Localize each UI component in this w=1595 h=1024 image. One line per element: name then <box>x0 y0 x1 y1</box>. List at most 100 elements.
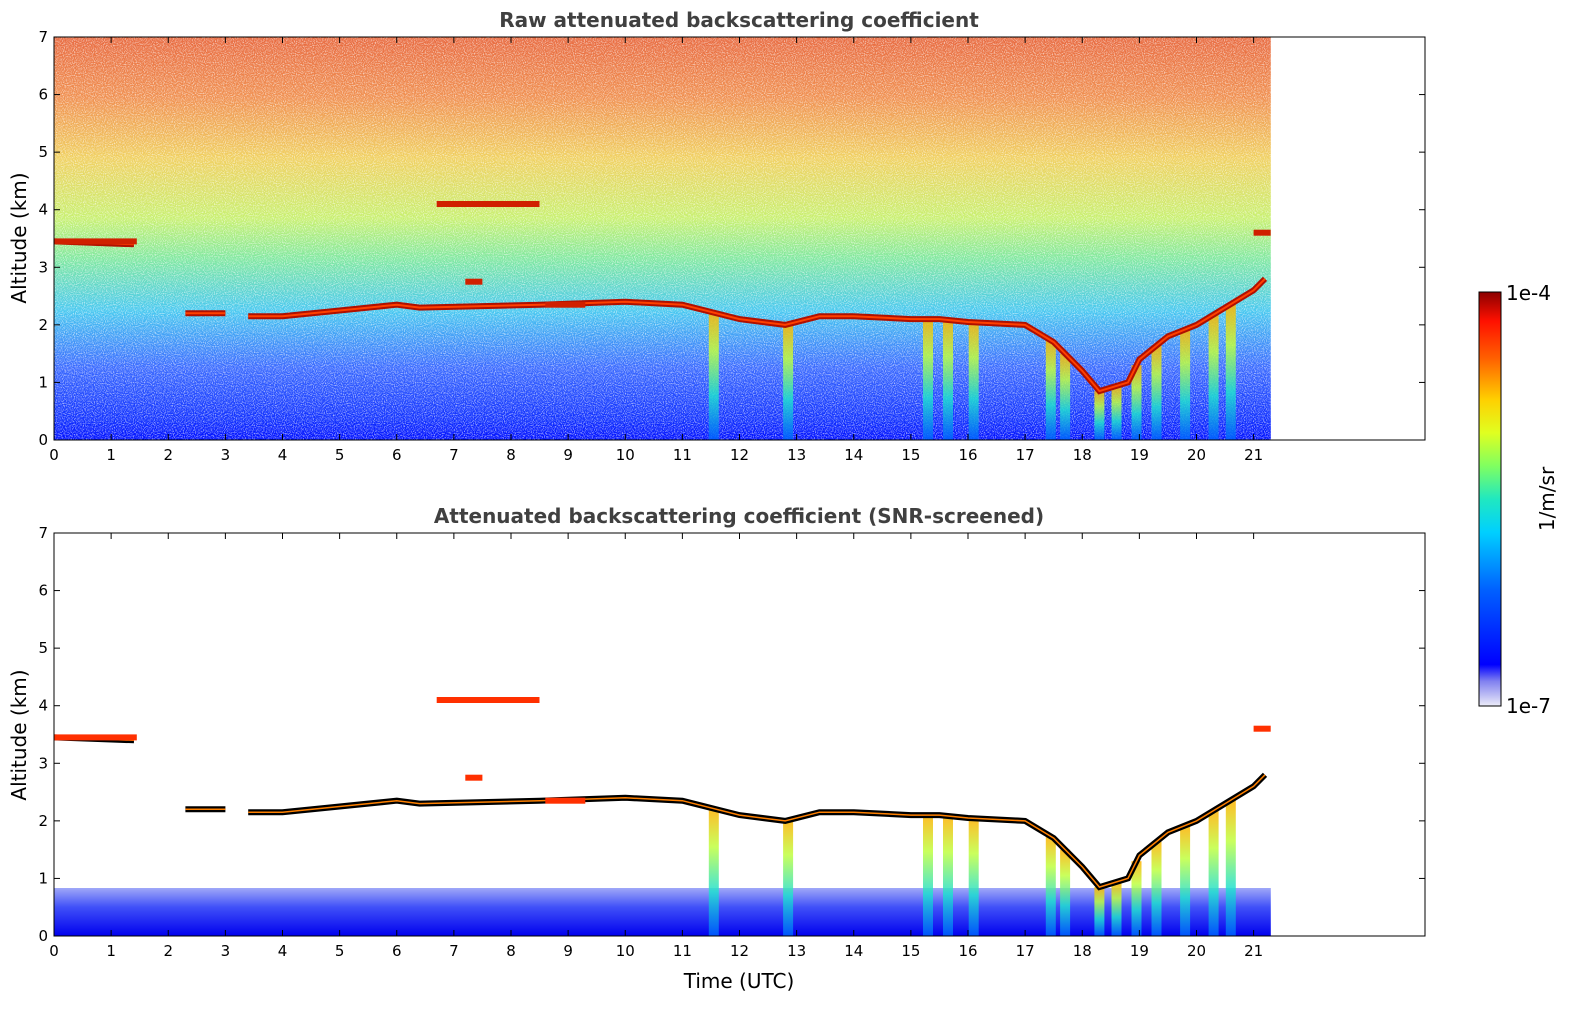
y-tick-label: 0 <box>38 431 48 449</box>
x-tick-label: 0 <box>49 446 59 464</box>
axes: 0 1 2 3 4 5 6 7 8 9 10 11 12 13 14 15 16 17 18 19 20 21012345… <box>38 524 1425 960</box>
y-tick-label: 5 <box>38 143 48 161</box>
precip-streak <box>1045 340 1056 440</box>
y-tick-label: 7 <box>38 28 48 46</box>
precip-streaks <box>708 304 1236 440</box>
y-tick-label: 7 <box>38 524 48 542</box>
x-tick-label: 15 <box>901 446 920 464</box>
y-axis-title: Altitude (km) <box>7 172 31 303</box>
x-tick-label: 19 <box>1130 942 1149 960</box>
precip-streak <box>1094 887 1105 936</box>
precip-streak <box>708 312 719 440</box>
x-tick-label: 12 <box>730 446 749 464</box>
x-tick-label: 21 <box>1244 942 1263 960</box>
colorbar-min-label: 1e-7 <box>1506 694 1551 718</box>
cloud-patch <box>54 238 137 245</box>
precip-streak <box>1045 836 1056 936</box>
panel-raw: Raw attenuated backscattering coefficien… <box>7 8 1426 464</box>
x-tick-label: 11 <box>673 446 692 464</box>
x-tick-label: 2 <box>163 942 173 960</box>
x-tick-label: 15 <box>901 942 920 960</box>
y-tick-label: 6 <box>38 86 48 104</box>
x-tick-label: 8 <box>506 942 516 960</box>
x-axis-title: Time (UTC) <box>683 969 795 993</box>
x-tick-label: 9 <box>563 942 573 960</box>
y-tick-label: 2 <box>38 316 48 334</box>
cloud-patch <box>1253 229 1271 236</box>
x-tick-label: 0 <box>49 942 59 960</box>
x-tick-label: 7 <box>449 446 459 464</box>
precip-streak <box>1180 825 1191 936</box>
cloud-patch <box>545 797 586 804</box>
x-tick-label: 12 <box>730 942 749 960</box>
precip-streak <box>1208 314 1219 440</box>
x-tick-label: 3 <box>221 942 231 960</box>
x-tick-label: 7 <box>449 942 459 960</box>
precip-streak <box>1180 329 1191 440</box>
x-tick-label: 2 <box>163 446 173 464</box>
y-tick-label: 4 <box>38 697 48 715</box>
x-tick-label: 14 <box>844 446 863 464</box>
y-tick-label: 3 <box>38 754 48 772</box>
x-tick-label: 8 <box>506 446 516 464</box>
y-tick-label: 6 <box>38 582 48 600</box>
precip-streak <box>1094 391 1105 440</box>
x-tick-label: 1 <box>106 446 116 464</box>
precip-streak <box>943 816 953 936</box>
precip-streak <box>1208 810 1219 936</box>
precip-streak <box>1151 841 1162 936</box>
precip-streak <box>708 808 719 936</box>
x-tick-label: 5 <box>335 446 345 464</box>
x-tick-label: 16 <box>958 942 977 960</box>
precip-streak <box>1111 385 1122 440</box>
precip-streak <box>968 322 979 440</box>
x-tick-label: 21 <box>1244 446 1263 464</box>
precip-streak <box>1060 353 1071 440</box>
x-tick-label: 18 <box>1073 446 1092 464</box>
cloud-layer <box>54 734 1268 891</box>
x-tick-label: 16 <box>958 446 977 464</box>
colorbar-scale <box>1478 291 1502 707</box>
y-tick-label: 3 <box>38 258 48 276</box>
precip-streak <box>923 815 933 936</box>
precip-streak <box>968 818 979 936</box>
upper-cloud-patches <box>54 697 1271 804</box>
cloud-patch <box>465 774 483 781</box>
x-tick-label: 5 <box>335 942 345 960</box>
x-tick-label: 17 <box>1016 446 1035 464</box>
x-tick-label: 20 <box>1187 942 1206 960</box>
precip-streak <box>783 324 794 440</box>
boundary-layer <box>54 888 1271 936</box>
precip-streak <box>1131 861 1142 936</box>
x-tick-label: 19 <box>1130 446 1149 464</box>
x-tick-label: 4 <box>278 446 288 464</box>
x-tick-label: 14 <box>844 942 863 960</box>
x-tick-label: 13 <box>787 942 806 960</box>
x-tick-label: 10 <box>616 942 635 960</box>
precip-streak <box>943 320 953 440</box>
cloud-patch <box>436 697 540 703</box>
panel-title: Attenuated backscattering coefficient (S… <box>434 504 1044 528</box>
plot-frame <box>53 532 1426 937</box>
x-tick-label: 9 <box>563 446 573 464</box>
x-tick-label: 1 <box>106 942 116 960</box>
y-tick-label: 1 <box>38 373 48 391</box>
x-tick-label: 6 <box>392 446 402 464</box>
precip-streak <box>1060 849 1071 936</box>
y-tick-label: 4 <box>38 201 48 219</box>
axes: 0 1 2 3 4 5 6 7 8 9 10 11 12 13 14 15 16 17 18 19 20 21012345… <box>38 28 1425 464</box>
y-tick-label: 2 <box>38 812 48 830</box>
colorbar-title: 1/m/sr <box>1535 466 1559 531</box>
x-tick-label: 10 <box>616 446 635 464</box>
heatmap-screened <box>54 697 1271 936</box>
y-tick-label: 5 <box>38 639 48 657</box>
x-tick-label: 20 <box>1187 446 1206 464</box>
x-tick-label: 18 <box>1073 942 1092 960</box>
x-tick-label: 17 <box>1016 942 1035 960</box>
heatmap-raw <box>54 37 1271 440</box>
colorbar: 1e-4 1e-7 1/m/sr <box>1478 281 1559 718</box>
cloud-patch <box>54 734 137 741</box>
upper-cloud-patches <box>54 201 1271 308</box>
precip-streaks <box>708 800 1236 936</box>
precip-streak <box>1225 800 1236 936</box>
